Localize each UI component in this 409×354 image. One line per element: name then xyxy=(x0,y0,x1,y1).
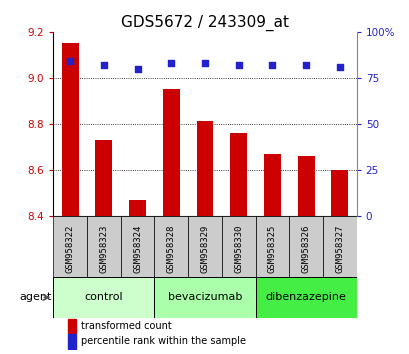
Bar xyxy=(230,133,247,216)
Point xyxy=(336,64,342,70)
Bar xyxy=(162,89,179,216)
Point xyxy=(302,62,309,68)
Bar xyxy=(255,216,289,277)
Bar xyxy=(297,156,314,216)
Text: GSM958329: GSM958329 xyxy=(200,225,209,273)
Bar xyxy=(53,277,154,318)
Text: percentile rank within the sample: percentile rank within the sample xyxy=(81,336,245,346)
Text: GSM958327: GSM958327 xyxy=(335,225,344,273)
Bar xyxy=(196,121,213,216)
Text: GSM958322: GSM958322 xyxy=(65,225,74,273)
Text: GSM958328: GSM958328 xyxy=(166,225,175,273)
Bar xyxy=(330,170,347,216)
Text: GDS5672 / 243309_at: GDS5672 / 243309_at xyxy=(121,15,288,31)
Bar xyxy=(154,216,188,277)
Bar xyxy=(188,216,221,277)
Text: control: control xyxy=(84,292,123,302)
Bar xyxy=(53,216,87,277)
Text: GSM958325: GSM958325 xyxy=(267,225,276,273)
Text: transformed count: transformed count xyxy=(81,321,171,331)
Bar xyxy=(129,200,146,216)
Bar xyxy=(120,216,154,277)
Bar xyxy=(221,216,255,277)
Bar xyxy=(255,277,356,318)
Bar xyxy=(263,154,280,216)
Point xyxy=(235,62,241,68)
Bar xyxy=(154,277,255,318)
Point xyxy=(100,62,107,68)
Point xyxy=(168,60,174,66)
Point xyxy=(268,62,275,68)
Bar xyxy=(68,319,76,333)
Text: GSM958323: GSM958323 xyxy=(99,225,108,273)
Text: agent: agent xyxy=(19,292,52,302)
Point xyxy=(134,66,141,72)
Point xyxy=(201,60,208,66)
Text: GSM958324: GSM958324 xyxy=(133,225,142,273)
Bar xyxy=(289,216,322,277)
Bar xyxy=(87,216,120,277)
Bar xyxy=(322,216,356,277)
Bar xyxy=(68,334,76,349)
Point xyxy=(67,58,73,64)
Bar xyxy=(62,43,79,216)
Text: GSM958326: GSM958326 xyxy=(301,225,310,273)
Text: GSM958330: GSM958330 xyxy=(234,225,243,273)
Text: bevacizumab: bevacizumab xyxy=(167,292,242,302)
Text: dibenzazepine: dibenzazepine xyxy=(265,292,346,302)
Bar xyxy=(95,140,112,216)
